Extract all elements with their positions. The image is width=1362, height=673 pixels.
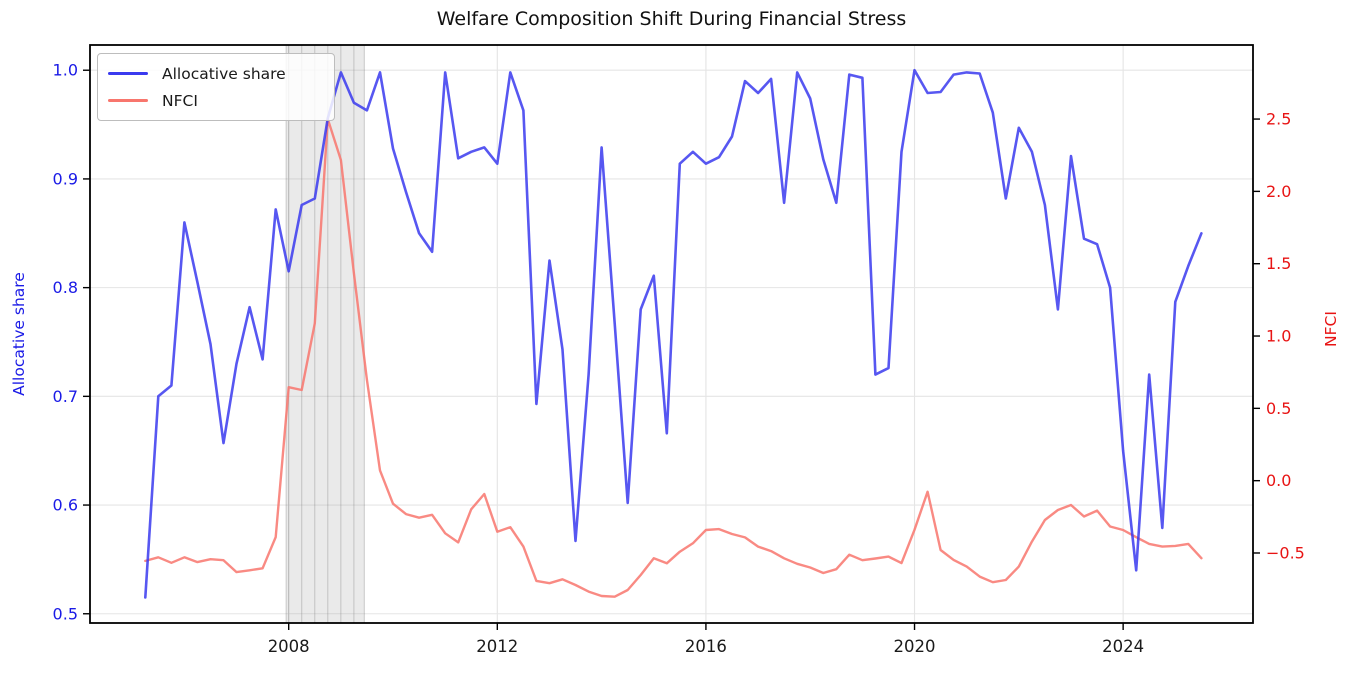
nfci-line <box>144 117 1203 598</box>
legend-label-nfci: NFCI <box>162 91 198 110</box>
svg-text:1.0: 1.0 <box>53 61 78 80</box>
svg-text:2.5: 2.5 <box>1266 110 1291 129</box>
left-tick-labels: 0.5 0.6 0.7 0.8 0.9 1.0 <box>53 61 90 623</box>
allocative-share-line <box>144 68 1203 599</box>
svg-text:1.5: 1.5 <box>1266 254 1291 273</box>
svg-text:0.6: 0.6 <box>53 496 78 515</box>
svg-text:0.8: 0.8 <box>53 278 78 297</box>
svg-text:0.7: 0.7 <box>53 387 78 406</box>
svg-text:0.5: 0.5 <box>53 604 78 623</box>
svg-text:0.5: 0.5 <box>1266 399 1291 418</box>
gridlines-vertical <box>288 45 1124 623</box>
svg-text:2020: 2020 <box>894 637 936 656</box>
left-axis-label: Allocative share <box>10 272 28 396</box>
legend-item-allocative-share: Allocative share <box>108 60 324 87</box>
svg-text:2.0: 2.0 <box>1266 182 1291 201</box>
right-axis-label: NFCI <box>1322 311 1340 347</box>
svg-text:0.9: 0.9 <box>53 169 78 188</box>
legend-label-allocative: Allocative share <box>162 64 286 83</box>
x-tick-labels: 2008 2012 2016 2020 2024 <box>268 623 1144 656</box>
svg-text:1.0: 1.0 <box>1266 327 1291 346</box>
right-tick-labels: −0.5 0.0 0.5 1.0 1.5 2.0 2.5 <box>1253 110 1305 562</box>
svg-text:0.0: 0.0 <box>1266 471 1291 490</box>
legend-line-sample-nfci <box>108 98 148 103</box>
svg-text:2012: 2012 <box>476 637 518 656</box>
svg-text:−0.5: −0.5 <box>1266 543 1305 562</box>
svg-text:2016: 2016 <box>685 637 727 656</box>
svg-text:2008: 2008 <box>268 637 310 656</box>
svg-text:2024: 2024 <box>1102 637 1144 656</box>
legend: Allocative share NFCI <box>97 53 335 121</box>
legend-item-nfci: NFCI <box>108 87 324 114</box>
plot-frame <box>89 44 1254 624</box>
chart-title: Welfare Composition Shift During Financi… <box>436 8 907 30</box>
legend-line-sample-allocative <box>108 71 148 76</box>
